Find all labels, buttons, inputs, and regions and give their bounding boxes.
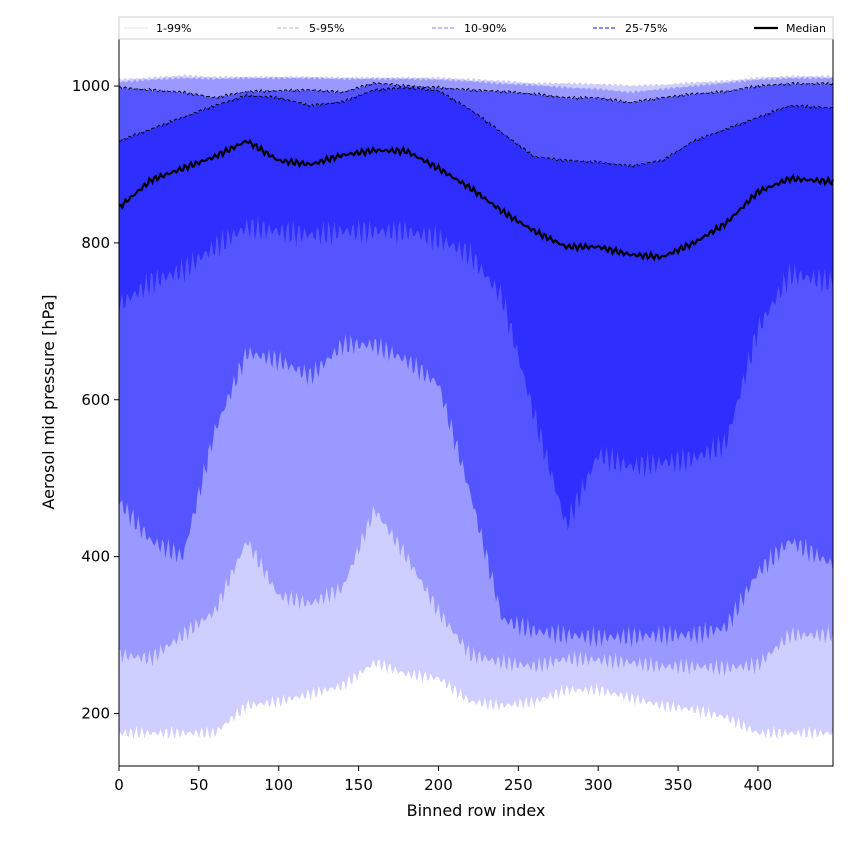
y-tick-label: 600 (81, 391, 110, 409)
x-axis-title: Binned row index (407, 801, 546, 820)
band-25-75-percent (119, 86, 833, 531)
legend: 1-99% 5-95% 10-90% 25-75% Median (118, 16, 834, 40)
band-edge-10-90-percent (118, 81, 834, 104)
y-tick-label: 1000 (72, 77, 110, 95)
legend-label: 1-99% (156, 22, 191, 35)
legend-frame (118, 16, 834, 40)
y-tick-label: 400 (81, 548, 110, 566)
x-tick-label: 100 (264, 776, 293, 794)
x-tick-label: 400 (744, 776, 773, 794)
band-edge-1-99-percent (118, 74, 834, 88)
x-tick-label: 350 (664, 776, 693, 794)
band-layer (118, 74, 834, 740)
legend-label: 5-95% (309, 22, 344, 35)
band-edge-25-75-percent (118, 86, 834, 168)
y-axis: 1000 800 600 400 200 (72, 77, 119, 722)
x-tick-label: 150 (344, 776, 373, 794)
band-edge-5-95-percent (118, 76, 834, 95)
x-axis: 0 50 100 150 200 250 300 350 400 (114, 766, 772, 794)
x-tick-label: 250 (504, 776, 533, 794)
legend-label: 10-90% (464, 22, 506, 35)
median-line (118, 138, 835, 262)
median-layer (118, 138, 835, 262)
x-tick-label: 50 (189, 776, 208, 794)
legend-label: 25-75% (625, 22, 667, 35)
legend-label: Median (786, 22, 826, 35)
x-tick-label: 200 (424, 776, 453, 794)
x-tick-label: 300 (584, 776, 613, 794)
y-axis-title: Aerosol mid pressure [hPa] (39, 294, 58, 509)
x-tick-label: 0 (114, 776, 124, 794)
y-tick-label: 800 (81, 234, 110, 252)
y-tick-label: 200 (81, 704, 110, 722)
